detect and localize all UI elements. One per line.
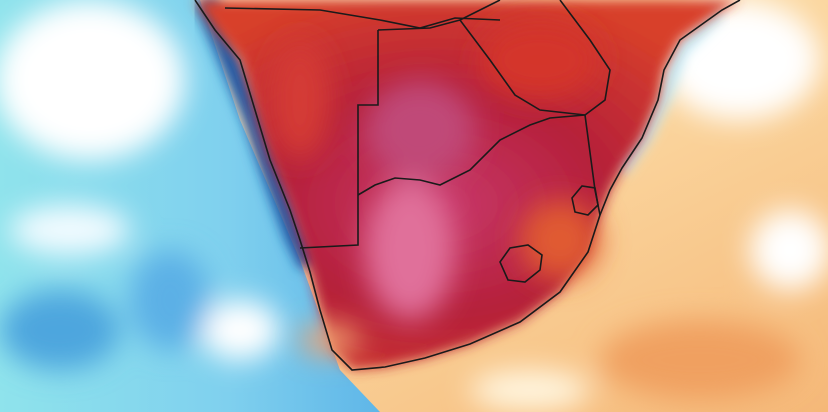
zambia-border	[459, 0, 501, 21]
land-heat-patches	[270, 20, 600, 355]
zimbabwe-border	[559, 0, 611, 116]
botswana-south-border	[357, 114, 586, 196]
eswatini-border	[571, 185, 599, 216]
coastline	[194, 0, 741, 371]
land	[195, 0, 740, 370]
lesotho-border	[499, 244, 543, 283]
cold-coastal-band	[194, 0, 320, 270]
borders	[194, 0, 741, 371]
botswana-north-border	[377, 19, 586, 116]
namibia-border	[299, 30, 379, 249]
